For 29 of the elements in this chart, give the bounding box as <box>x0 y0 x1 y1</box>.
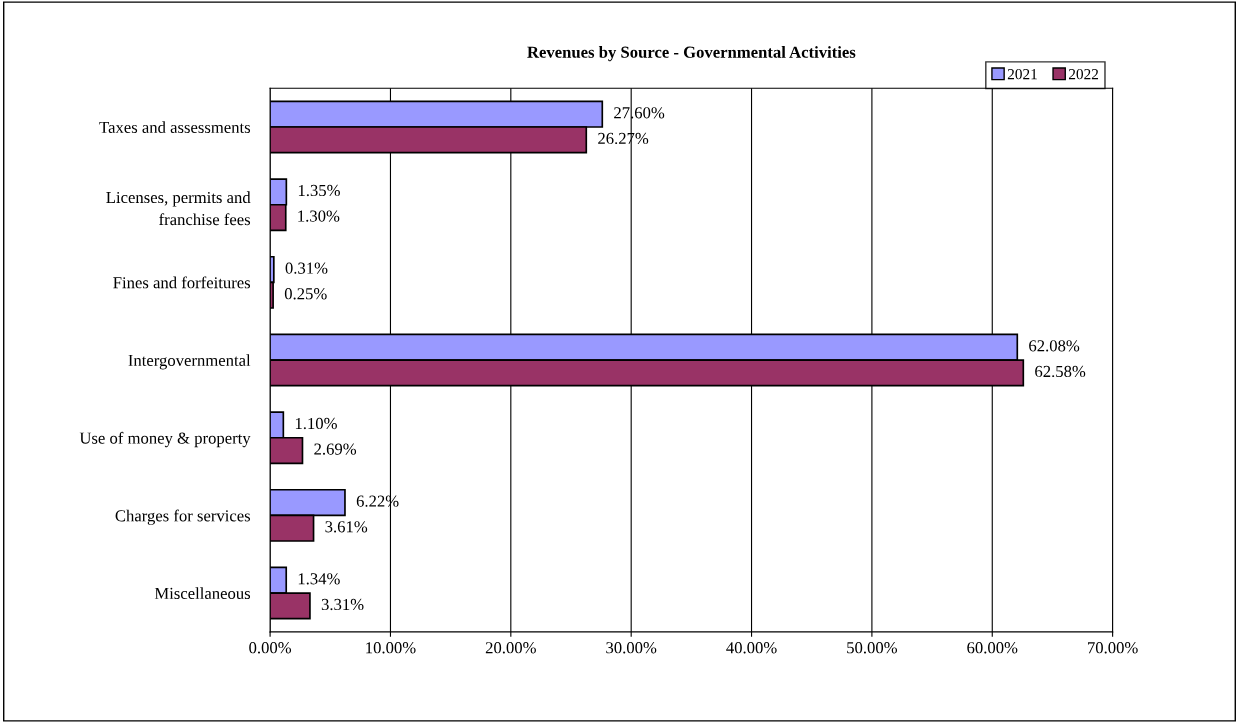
chart-title: Revenues by Source - Governmental Activities <box>527 46 856 62</box>
x-tick-label: 40.00% <box>726 642 777 654</box>
y-tick-label: Miscellaneous <box>154 587 251 600</box>
data-label: 0.31% <box>285 262 328 274</box>
y-tick-label: Taxes and assessments <box>99 121 251 133</box>
data-label: 3.31% <box>321 598 364 611</box>
x-tick-label: 30.00% <box>606 642 657 654</box>
y-tick-label: Use of money & property <box>79 431 251 448</box>
x-tick-label: 0.00% <box>249 642 292 654</box>
data-label: 62.08% <box>1029 340 1080 352</box>
data-label: 0.25% <box>284 288 327 300</box>
y-tick-label: Licenses, permits and franchise fees <box>106 191 251 226</box>
x-tick-label: 50.00% <box>847 642 898 654</box>
data-label: 1.10% <box>295 417 337 430</box>
data-label: 1.35% <box>298 184 340 197</box>
data-label: 2.69% <box>314 443 357 455</box>
legend-label: 2021 <box>1007 68 1037 80</box>
x-tick-label: 60.00% <box>967 642 1018 654</box>
y-tick-label: Fines and forfeitures <box>113 276 251 289</box>
data-label: 1.30% <box>298 210 340 222</box>
y-tick-label: Charges for services <box>115 509 251 525</box>
x-tick-label: 10.00% <box>366 642 416 654</box>
data-label: 1.34% <box>298 573 340 585</box>
x-tick-label: 20.00% <box>485 642 536 654</box>
legend-label: 2022 <box>1068 68 1099 80</box>
data-label: 62.58% <box>1035 365 1086 378</box>
y-tick-label: Intergovernmental <box>128 354 251 370</box>
data-label: 3.61% <box>325 521 368 533</box>
x-tick-label: 70.00% <box>1088 642 1138 654</box>
